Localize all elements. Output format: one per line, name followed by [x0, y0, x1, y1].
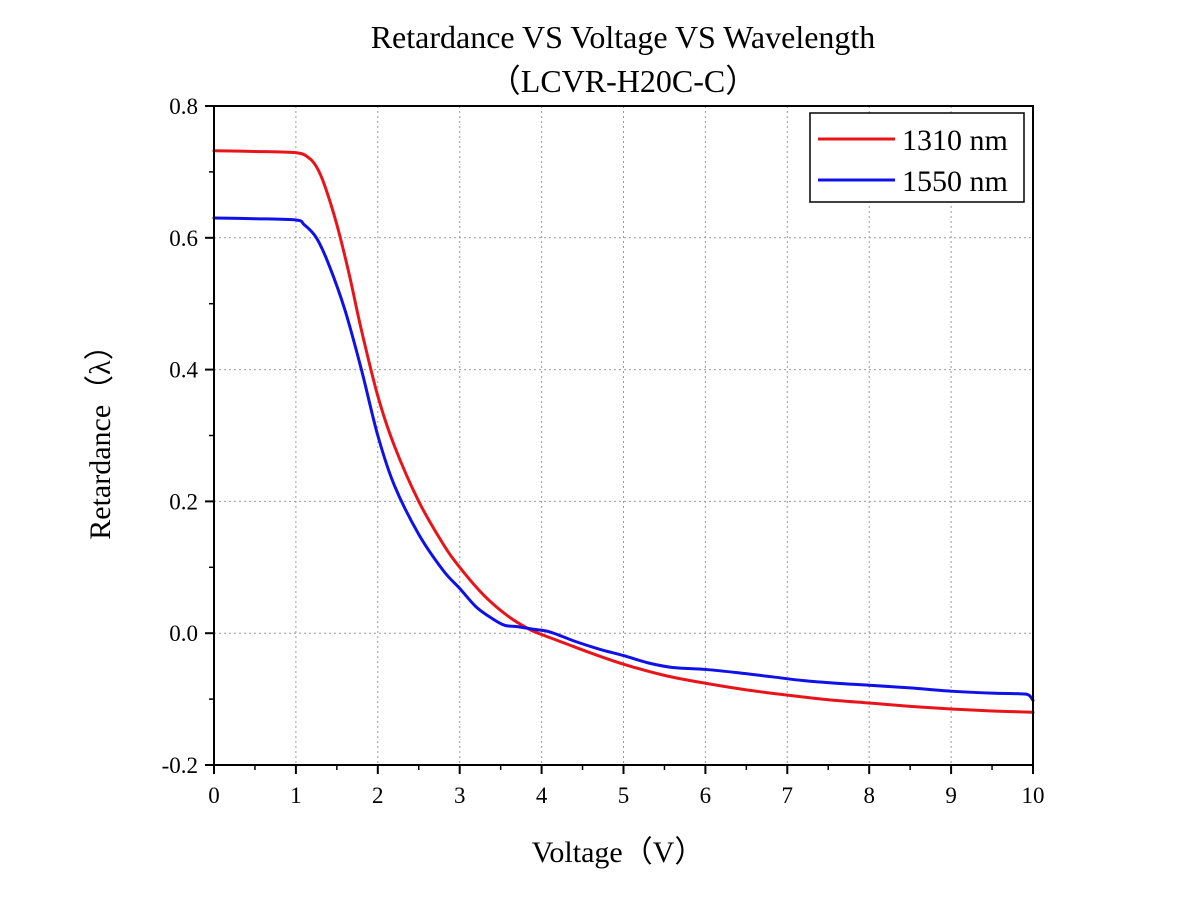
x-tick-label: 5 — [618, 783, 630, 808]
y-tick-label: 0.8 — [169, 94, 198, 119]
x-tick-label: 8 — [863, 783, 875, 808]
chart-subtitle: （LCVR-H20C-C） — [489, 63, 757, 99]
grid-layer — [214, 106, 1033, 765]
x-tick-label: 4 — [536, 783, 548, 808]
legend: 1310 nm 1550 nm — [809, 112, 1025, 203]
x-axis-title: Voltage（V） — [532, 836, 705, 869]
x-tick-label: 6 — [700, 783, 712, 808]
y-tick-label: 0.0 — [169, 621, 198, 646]
y-tick-label: 0.4 — [169, 358, 198, 383]
chart-title: Retardance VS Voltage VS Wavelength — [371, 19, 876, 55]
legend-label-1310nm: 1310 nm — [902, 124, 1008, 157]
y-tick-label: 0.2 — [169, 489, 198, 514]
x-tick-label: 10 — [1022, 783, 1045, 808]
x-tick-label: 9 — [945, 783, 957, 808]
series-layer — [212, 149, 1035, 714]
x-tick-label: 2 — [372, 783, 384, 808]
legend-box — [809, 112, 1025, 203]
series-line-1550nm — [212, 216, 1035, 702]
x-tick-label: 1 — [290, 783, 302, 808]
y-tick-label: 0.6 — [169, 226, 198, 251]
x-tick-label: 3 — [454, 783, 466, 808]
series-line-1310nm — [212, 149, 1035, 714]
legend-label-1550nm: 1550 nm — [902, 165, 1008, 198]
plot-frame — [213, 105, 1034, 766]
y-tick-label: -0.2 — [162, 753, 198, 778]
x-tick-label: 0 — [208, 783, 220, 808]
x-tick-label: 7 — [782, 783, 794, 808]
y-axis-title: Retardance（λ） — [84, 330, 117, 539]
